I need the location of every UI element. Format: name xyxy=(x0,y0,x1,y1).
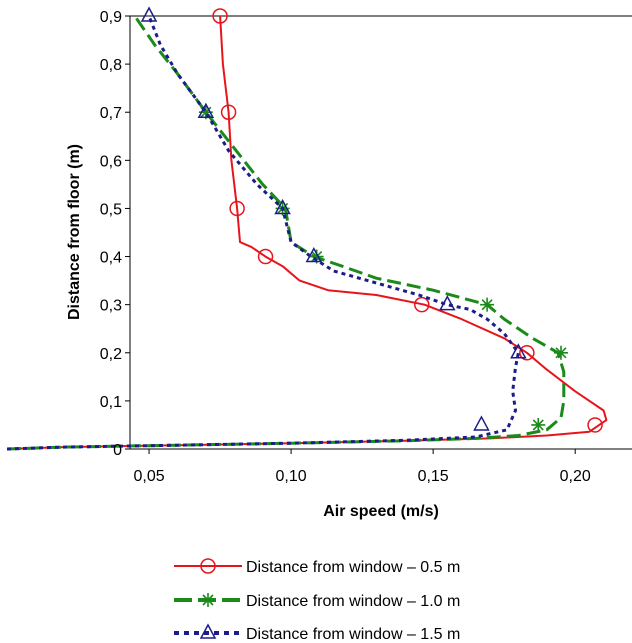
x-tick-label: 0,10 xyxy=(276,468,307,485)
y-tick-label: 0,3 xyxy=(100,298,122,315)
y-tick-label: 0,6 xyxy=(100,153,122,170)
tick-labels: 0 0,1 0,2 0,3 0,4 0,5 0,6 0,7 0,8 0,9 0,05 0,10 0,15… xyxy=(100,9,591,485)
legend-item-3: Distance from window – 1.5 m xyxy=(174,625,460,643)
star-marker xyxy=(480,298,494,312)
series-1 xyxy=(7,9,606,449)
legend-label: Distance from window – 1.0 m xyxy=(246,593,460,610)
series-line xyxy=(7,16,518,449)
legend-item-2: Distance from window – 1.0 m xyxy=(174,593,460,610)
x-tick-label: 0,15 xyxy=(418,468,449,485)
data-point xyxy=(554,346,568,360)
data-point xyxy=(474,417,488,430)
data-point xyxy=(201,593,215,607)
data-point xyxy=(531,418,545,432)
y-tick-label: 0,5 xyxy=(100,201,122,218)
series-layer xyxy=(7,8,606,449)
legend-label: Distance from window – 0.5 m xyxy=(246,559,460,576)
y-tick-label: 0,2 xyxy=(100,346,122,363)
x-tick-label: 0,20 xyxy=(560,468,591,485)
x-tick-label: 0,05 xyxy=(133,468,164,485)
axes xyxy=(125,16,632,454)
x-axis-label: Air speed (m/s) xyxy=(323,503,439,520)
y-tick-label: 0 xyxy=(113,442,122,459)
data-point xyxy=(480,298,494,312)
series-line xyxy=(7,16,606,449)
legend-label: Distance from window – 1.5 m xyxy=(246,626,460,643)
y-tick-label: 0,9 xyxy=(100,9,122,26)
star-marker xyxy=(554,346,568,360)
y-tick-label: 0,4 xyxy=(100,250,122,267)
series-line xyxy=(7,16,564,449)
star-marker xyxy=(531,418,545,432)
legend-item-1: Distance from window – 0.5 m xyxy=(174,559,460,576)
star-marker xyxy=(201,593,215,607)
y-tick-label: 0,7 xyxy=(100,105,122,122)
y-axis-label: Distance from floor (m) xyxy=(66,144,83,320)
y-tick-label: 0,1 xyxy=(100,394,122,411)
series-3 xyxy=(7,8,525,449)
y-tick-label: 0,8 xyxy=(100,57,122,74)
legend: Distance from window – 0.5 m Distance fro… xyxy=(174,559,460,643)
